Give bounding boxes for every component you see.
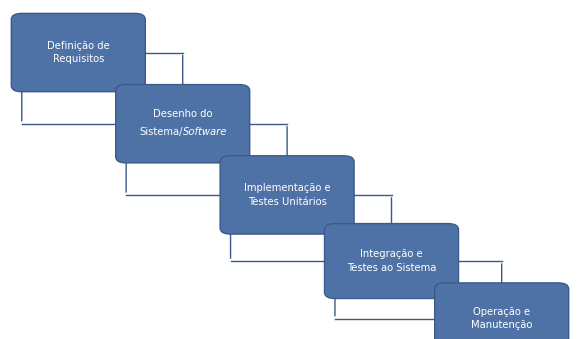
Text: Definição de
Requisitos: Definição de Requisitos <box>47 41 110 64</box>
Text: Sistema/: Sistema/ <box>139 127 183 137</box>
Text: Integração e
Testes ao Sistema: Integração e Testes ao Sistema <box>347 250 436 273</box>
Text: Operação e
Manutenção: Operação e Manutenção <box>471 307 532 330</box>
FancyBboxPatch shape <box>325 224 458 299</box>
FancyBboxPatch shape <box>220 156 354 234</box>
Text: Implementação e
Testes Unitários: Implementação e Testes Unitários <box>244 183 331 206</box>
Text: Desenho do: Desenho do <box>153 109 212 119</box>
FancyBboxPatch shape <box>12 14 145 92</box>
Text: Software: Software <box>183 127 227 137</box>
FancyBboxPatch shape <box>116 85 249 163</box>
FancyBboxPatch shape <box>435 283 568 339</box>
